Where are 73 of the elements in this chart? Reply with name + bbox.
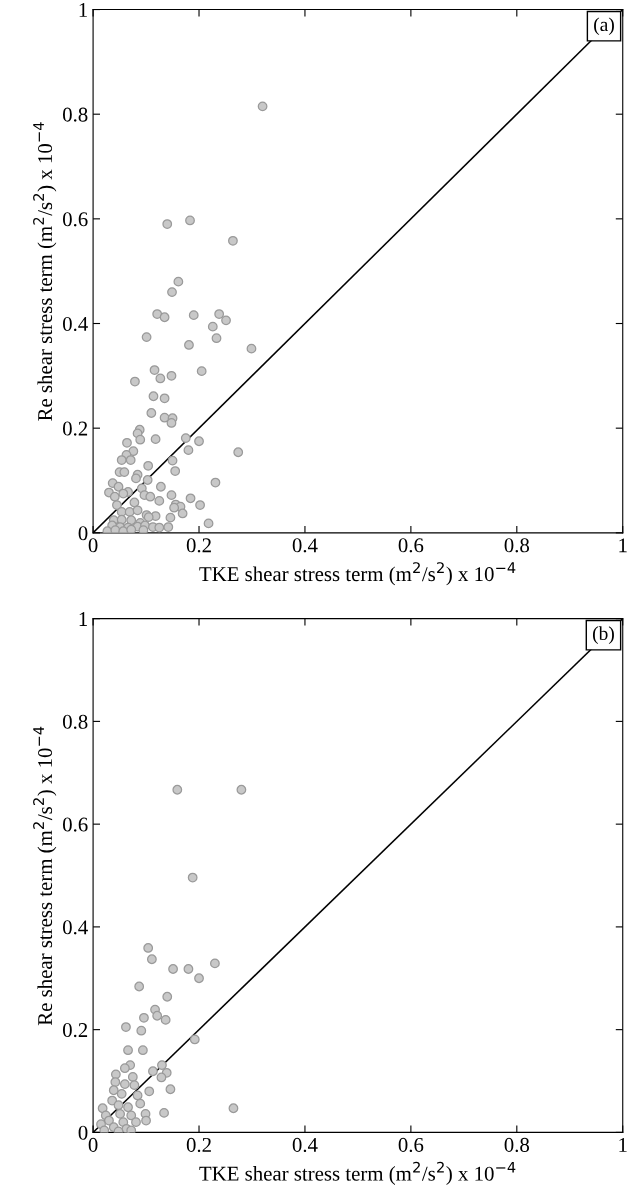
point — [119, 1079, 130, 1090]
point — [160, 1014, 171, 1025]
point — [107, 1095, 118, 1106]
point — [194, 973, 204, 984]
y-tick-label: 0.2 — [62, 421, 88, 436]
point — [137, 1045, 148, 1056]
point — [113, 1100, 124, 1111]
annotation: (b) — [592, 626, 614, 644]
point — [104, 1115, 114, 1126]
point — [159, 1107, 169, 1118]
point — [123, 1102, 133, 1113]
point — [172, 784, 183, 795]
y-tick-label: 0.2 — [62, 1023, 88, 1038]
point — [129, 1080, 140, 1091]
point — [152, 1010, 163, 1021]
point — [123, 1045, 133, 1056]
point — [165, 1084, 176, 1095]
point — [99, 1125, 110, 1133]
y-axis-title: Re shear stress term (m$^{2}$/s$^{2}$) x 10$^{−4}$ — [33, 122, 57, 421]
y-tick-label: 0.8 — [62, 714, 88, 729]
point — [108, 1085, 119, 1096]
point — [236, 784, 247, 795]
point — [187, 872, 198, 883]
point — [126, 1110, 137, 1121]
point — [210, 958, 220, 969]
point — [183, 964, 194, 974]
point — [127, 1072, 138, 1082]
point — [143, 943, 154, 953]
point — [156, 1072, 167, 1083]
point — [189, 1034, 200, 1045]
y-axis-title: Re shear stress term (m$^{2}$/s$^{2}$) x 10$^{−4}$ — [33, 726, 57, 1026]
y-tick-label: 1 — [79, 3, 87, 17]
x-tick-label: 0.2 — [186, 1137, 211, 1153]
point — [148, 1066, 158, 1077]
y-tick-label: 0.8 — [62, 107, 88, 122]
x-tick-label: 0.8 — [504, 1137, 530, 1153]
x-tick-label: 0.6 — [398, 538, 424, 553]
point — [141, 1115, 151, 1126]
y-tick-label: 1 — [79, 612, 87, 626]
point — [228, 1103, 239, 1114]
point — [121, 1022, 131, 1032]
y-tick-label: 0.4 — [62, 316, 88, 332]
point — [110, 1077, 121, 1087]
point — [132, 1090, 143, 1101]
point — [134, 981, 145, 992]
point — [131, 1117, 141, 1128]
point — [168, 964, 178, 974]
x-tick-label: 0.2 — [186, 538, 211, 553]
y-tick-label: 0 — [78, 526, 88, 541]
point — [119, 1063, 130, 1074]
x-tick-label: 1 — [619, 1137, 627, 1152]
x-tick-label: 0.4 — [292, 538, 318, 553]
point — [116, 1088, 127, 1099]
y-tick-label: 0.6 — [62, 212, 88, 227]
point — [162, 991, 173, 1002]
point — [136, 1025, 147, 1036]
x-axis-title: TKE shear stress term (m$^{2}$/s$^{2}$) x 10$^{−4}$ — [199, 1161, 516, 1185]
point — [144, 1086, 155, 1097]
point — [115, 1108, 126, 1119]
y-tick-label: 0.4 — [62, 920, 88, 935]
point — [126, 1125, 137, 1133]
y-tick-label: 0 — [78, 1125, 88, 1140]
x-tick-label: 1 — [619, 538, 627, 553]
point — [139, 1012, 149, 1023]
x-tick-label: 0.6 — [398, 1137, 424, 1153]
point — [157, 1060, 167, 1071]
point — [135, 1098, 146, 1109]
point — [146, 954, 157, 965]
annotation: (a) — [594, 17, 614, 36]
x-tick-label: 0.8 — [504, 538, 530, 553]
x-axis-title: TKE shear stress term (m$^{2}$/s$^{2}$) x 10$^{−4}$ — [199, 562, 516, 586]
x-tick-label: 0.4 — [292, 1137, 318, 1153]
y-tick-label: 0.6 — [62, 817, 88, 832]
